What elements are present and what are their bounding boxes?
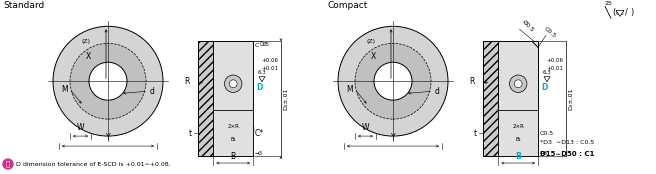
Text: t: t: [189, 129, 192, 138]
Bar: [483, 41, 538, 156]
Text: →3: →3: [255, 151, 263, 156]
Text: D15∼D50 : C1: D15∼D50 : C1: [540, 151, 594, 157]
Text: Compact: Compact: [328, 1, 369, 10]
Text: 6.3: 6.3: [258, 70, 267, 75]
Text: /: /: [625, 8, 627, 17]
Text: +0.06: +0.06: [261, 58, 278, 63]
Circle shape: [89, 62, 127, 100]
Text: ): ): [630, 8, 633, 17]
Text: 2×R: 2×R: [512, 124, 524, 129]
Circle shape: [3, 159, 13, 169]
Circle shape: [514, 80, 522, 88]
Text: X: X: [85, 52, 91, 61]
Text: D: D: [256, 83, 262, 92]
Text: *D3  ∼D13 : C0.5: *D3 ∼D13 : C0.5: [540, 140, 594, 145]
Text: (Z): (Z): [81, 39, 91, 44]
Text: (Z): (Z): [367, 39, 375, 44]
Text: D dimension tolerance of E-SCD is +0.01∼+0.08.: D dimension tolerance of E-SCD is +0.01∼…: [16, 161, 171, 167]
Text: 6.3: 6.3: [615, 11, 625, 16]
Circle shape: [230, 80, 237, 88]
Polygon shape: [544, 77, 550, 82]
Circle shape: [70, 43, 146, 119]
Text: C0.5: C0.5: [540, 131, 554, 136]
Text: R: R: [184, 77, 190, 86]
Text: M: M: [62, 85, 68, 94]
Text: +0.01: +0.01: [546, 66, 563, 71]
Text: Y: Y: [391, 133, 396, 142]
Text: +0.06: +0.06: [546, 58, 563, 63]
Text: D₁±.01: D₁±.01: [568, 88, 573, 110]
Text: C0.5: C0.5: [543, 26, 557, 39]
Polygon shape: [259, 77, 265, 82]
Circle shape: [338, 26, 448, 136]
Text: →3: →3: [540, 151, 548, 156]
Bar: [483, 41, 499, 156]
Text: t: t: [474, 129, 477, 138]
Polygon shape: [616, 10, 624, 16]
Circle shape: [374, 62, 412, 100]
Bar: [198, 41, 253, 156]
Bar: [499, 110, 538, 156]
Text: C: C: [255, 43, 261, 48]
Text: B: B: [231, 152, 236, 161]
Text: d: d: [150, 87, 155, 96]
Text: ⓘ: ⓘ: [6, 161, 10, 167]
Text: d: d: [435, 87, 440, 96]
Circle shape: [355, 43, 431, 119]
Text: Standard: Standard: [3, 1, 44, 10]
Text: C*: C*: [255, 129, 264, 138]
Text: D₁±.01: D₁±.01: [283, 88, 288, 110]
Text: ∅: ∅: [260, 42, 265, 47]
Text: R: R: [470, 77, 475, 86]
Text: 25: 25: [604, 1, 612, 6]
Circle shape: [53, 26, 163, 136]
Text: (: (: [612, 8, 615, 17]
Text: W: W: [77, 123, 84, 132]
Text: D: D: [541, 83, 547, 92]
Text: +0.01: +0.01: [261, 66, 278, 71]
Text: B₁: B₁: [516, 137, 521, 143]
Text: B₁: B₁: [230, 137, 236, 143]
Text: X: X: [371, 52, 376, 61]
Text: 05: 05: [263, 42, 270, 47]
Text: 6.3: 6.3: [543, 70, 552, 75]
Circle shape: [510, 75, 527, 92]
Text: Y: Y: [106, 133, 110, 142]
Text: B: B: [516, 152, 521, 161]
Text: W: W: [361, 123, 369, 132]
Text: 2×R: 2×R: [227, 124, 239, 129]
Circle shape: [224, 75, 242, 92]
Text: M: M: [346, 85, 353, 94]
Text: Ø0.5: Ø0.5: [522, 19, 535, 33]
Bar: [213, 110, 253, 156]
Bar: [198, 41, 213, 156]
